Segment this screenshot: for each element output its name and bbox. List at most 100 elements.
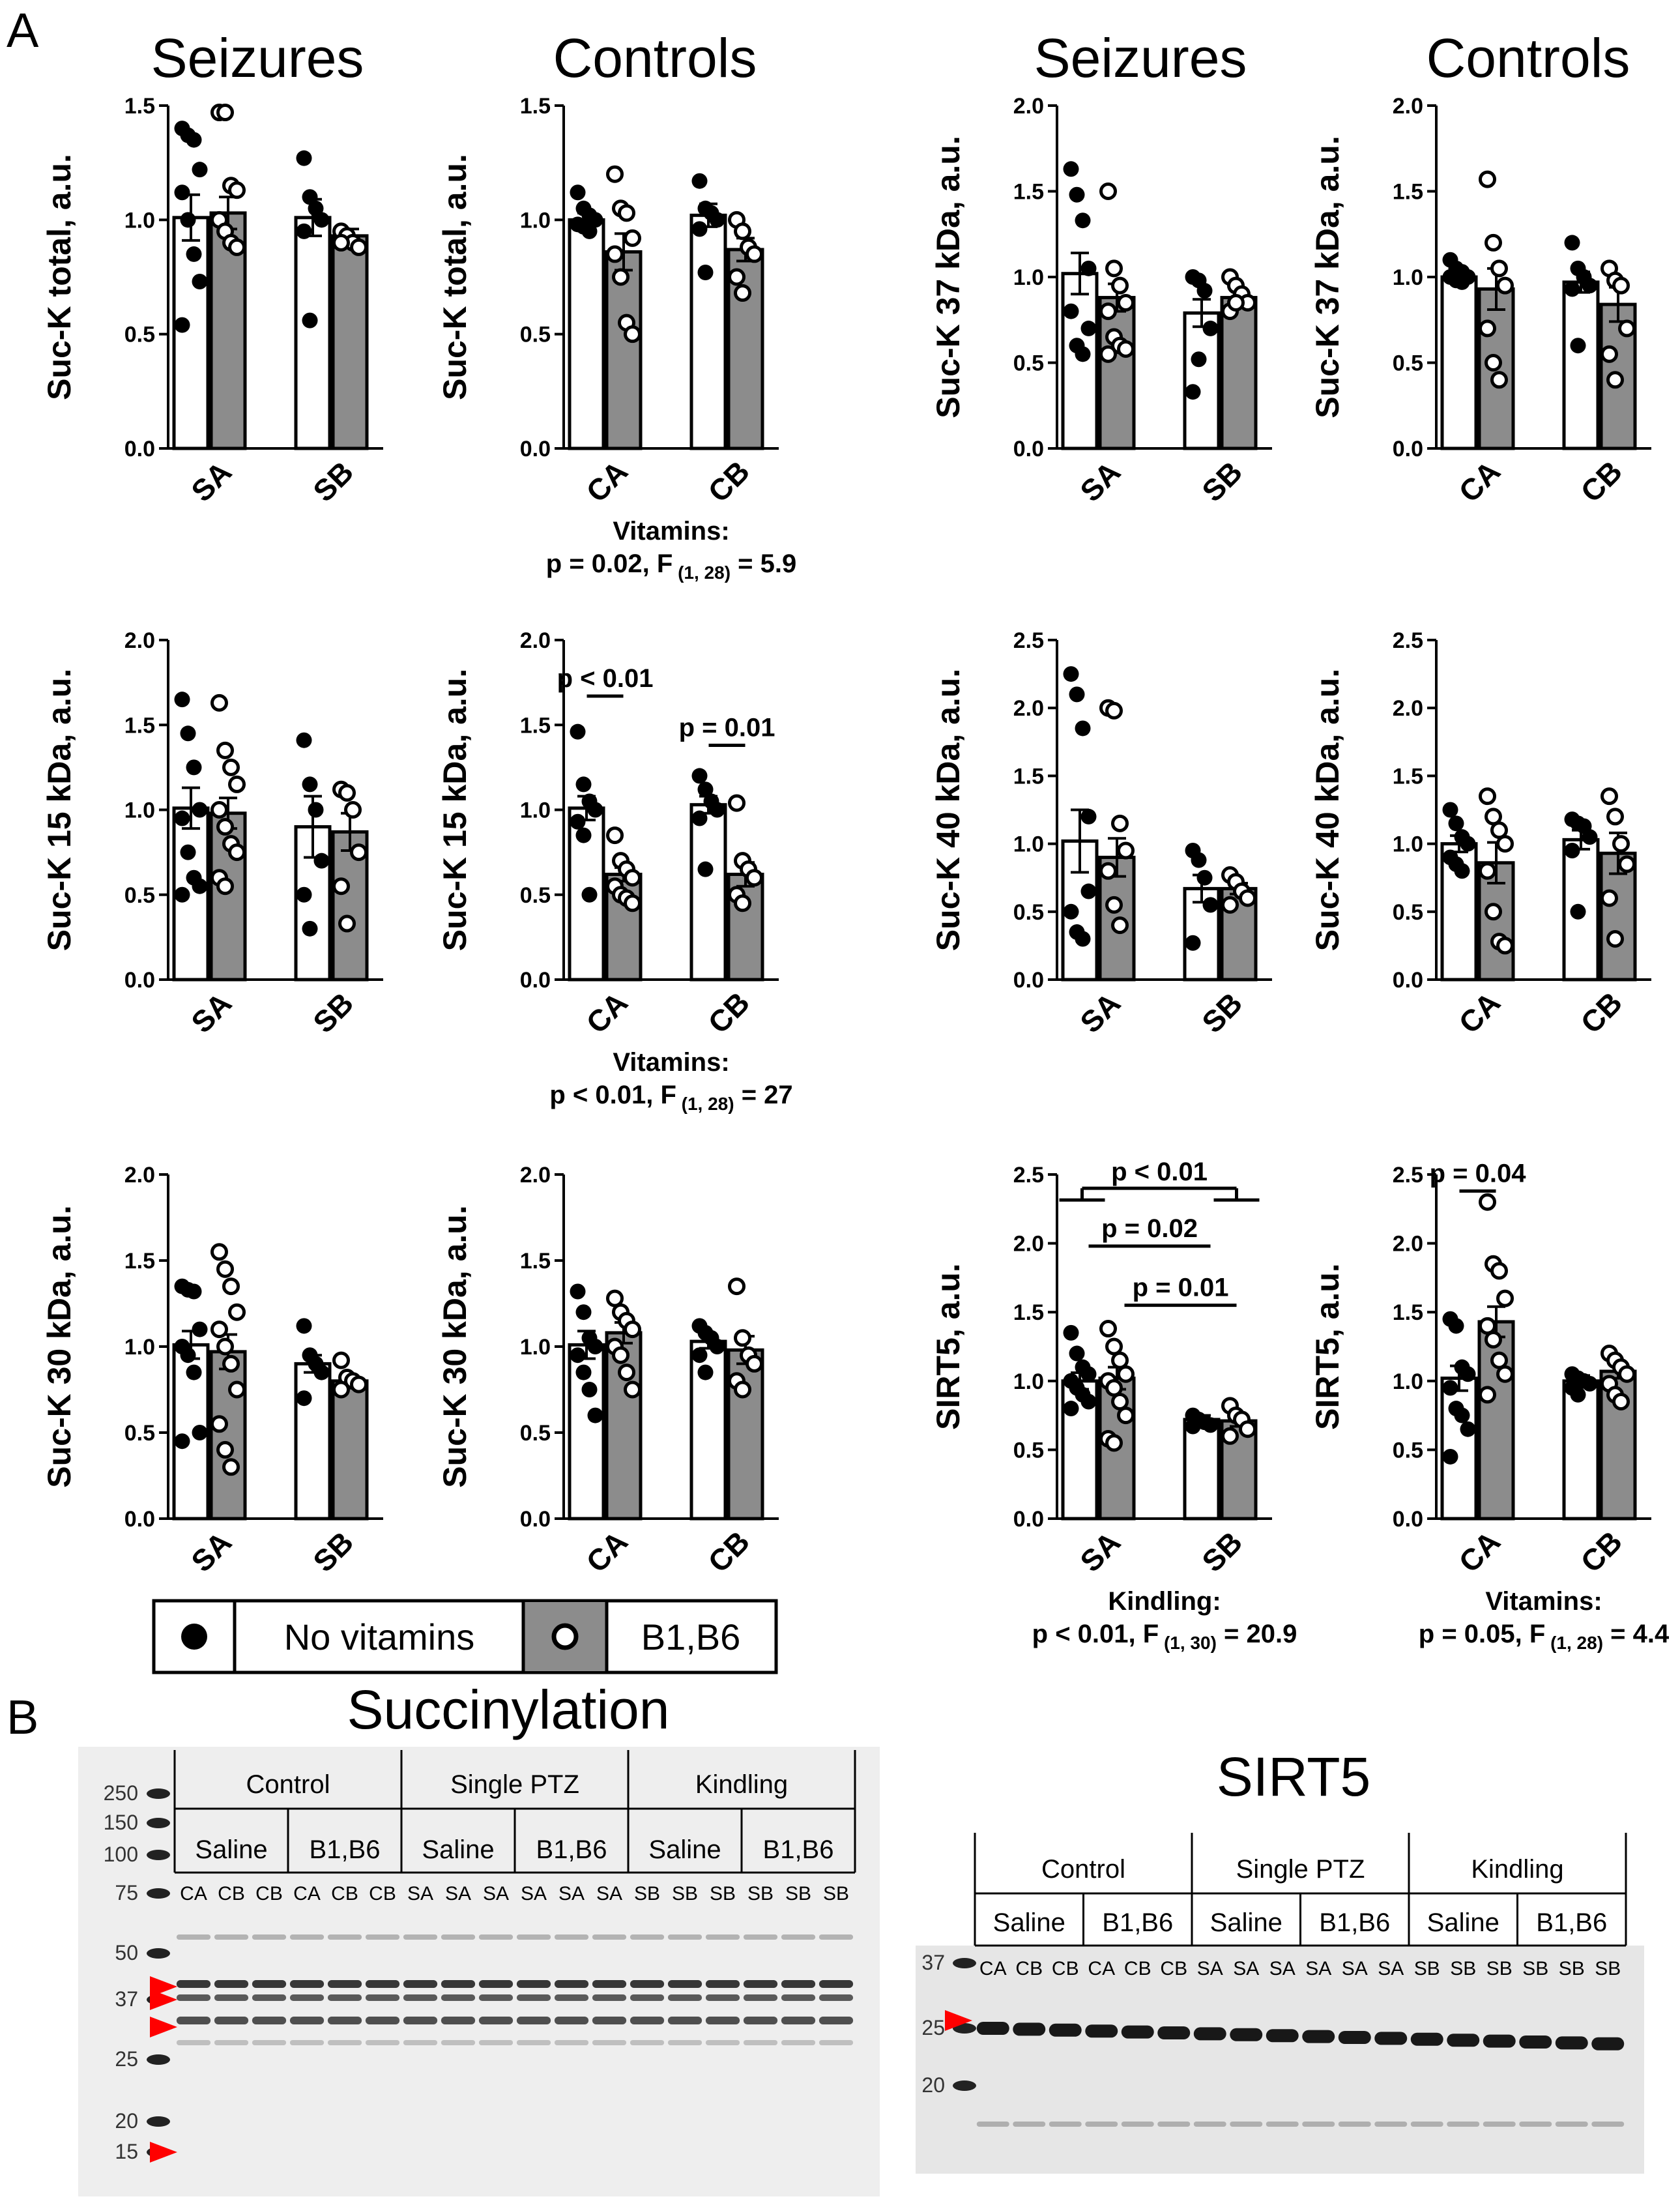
data-point xyxy=(1612,835,1630,853)
data-point xyxy=(216,1260,234,1278)
data-point xyxy=(1442,802,1458,818)
protein-band xyxy=(705,1980,740,1988)
protein-band xyxy=(781,1994,816,2001)
data-point xyxy=(1202,1417,1219,1433)
data-point xyxy=(192,1425,208,1440)
protein-band xyxy=(1266,2122,1299,2127)
x-category-label: CB xyxy=(701,1525,756,1579)
data-point xyxy=(624,1380,641,1399)
y-tick-label: 1.5 xyxy=(1013,1300,1044,1325)
bar xyxy=(1098,296,1136,450)
data-point xyxy=(174,886,190,903)
protein-band xyxy=(1591,2037,1625,2050)
protein-band xyxy=(289,2040,325,2045)
data-point xyxy=(581,1382,598,1397)
y-axis-label: Suc-K 40 kDa, a.u. xyxy=(930,669,966,952)
blot-lane-label: SB xyxy=(1595,1958,1621,1979)
y-axis-label: Suc-K 30 kDa, a.u. xyxy=(437,1205,473,1488)
data-point xyxy=(746,869,763,887)
data-point xyxy=(210,1243,228,1261)
blot-lane-label: CB xyxy=(255,1883,283,1904)
blot-subgroup-label: B1,B6 xyxy=(536,1835,607,1864)
data-point xyxy=(1479,1386,1496,1404)
blot-lane-label: SB xyxy=(1486,1958,1513,1979)
data-point xyxy=(186,246,202,262)
protein-band xyxy=(1555,2122,1588,2127)
bar xyxy=(1440,842,1478,982)
data-point xyxy=(606,1289,624,1307)
data-point xyxy=(222,1277,240,1296)
data-point xyxy=(1612,276,1630,295)
protein-band xyxy=(289,1994,325,2001)
y-axis-label: SIRT5, a.u. xyxy=(930,1263,966,1430)
protein-band xyxy=(176,1994,211,2001)
y-tick-label: 0.5 xyxy=(1393,900,1423,925)
y-axis-label: Suc-K 30 kDa, a.u. xyxy=(41,1205,78,1488)
y-tick-label: 2.0 xyxy=(1013,696,1044,721)
data-point xyxy=(192,274,208,290)
blot-group-label: Single PTZ xyxy=(450,1770,579,1799)
protein-band xyxy=(214,2017,249,2024)
data-point xyxy=(1105,1434,1123,1452)
data-point xyxy=(1460,1366,1476,1382)
x-category-label: CA xyxy=(579,1525,634,1579)
data-point xyxy=(581,223,598,239)
data-point xyxy=(1196,283,1213,299)
data-point xyxy=(350,1375,368,1393)
x-category-label: SA xyxy=(184,455,238,508)
bar xyxy=(568,218,605,450)
sirt5-bands xyxy=(953,1958,1625,2127)
protein-band xyxy=(1483,2034,1516,2048)
y-tick-label: 1.5 xyxy=(520,1249,551,1274)
x-category-label: CB xyxy=(1574,985,1629,1040)
data-point xyxy=(180,725,196,742)
protein-band xyxy=(818,1994,854,2001)
y-tick-label: 1.5 xyxy=(1393,764,1423,789)
column-title-seizures-1: Seizures xyxy=(151,27,364,89)
blot-lane-label: SA xyxy=(1197,1958,1223,1979)
ladder-marker-label: 100 xyxy=(104,1843,138,1866)
data-point xyxy=(1600,345,1618,363)
data-point xyxy=(1105,259,1123,278)
blot-lane-label: SA xyxy=(1342,1958,1368,1979)
blot-lane-label: SB xyxy=(785,1883,811,1904)
data-point xyxy=(1111,276,1129,295)
caption-text: p = 0.05, F xyxy=(1419,1620,1546,1648)
data-point xyxy=(1069,1345,1085,1362)
data-point xyxy=(222,758,240,776)
chart-c9: 0.0 0.5 1.0 1.5 2.0 Suc-K 30 kDa, a.u. SA SB xyxy=(41,1163,383,1579)
y-tick-label: 0.0 xyxy=(1013,1507,1044,1532)
ladder-band xyxy=(147,1850,170,1860)
protein-band xyxy=(176,2017,211,2024)
data-point xyxy=(1484,1330,1502,1349)
x-category-label: SA xyxy=(1073,455,1127,508)
data-point xyxy=(228,238,246,256)
chart-c5: 0.0 0.5 1.0 1.5 2.0 Suc-K 15 kDa, a.u. SA SB xyxy=(41,628,383,1040)
data-point xyxy=(1479,319,1496,338)
protein-band xyxy=(1049,2122,1082,2127)
x-category-label: SB xyxy=(1195,455,1249,508)
data-point xyxy=(192,162,208,178)
data-point xyxy=(1075,346,1091,362)
data-point xyxy=(1111,814,1129,832)
x-category-label: CB xyxy=(1574,454,1629,509)
protein-band xyxy=(176,2040,211,2045)
protein-band xyxy=(592,1980,627,1988)
data-point xyxy=(222,1458,240,1476)
protein-band xyxy=(1447,2034,1480,2047)
caption-tail: = 20.9 xyxy=(1217,1620,1297,1648)
y-tick-label: 1.0 xyxy=(124,798,155,823)
protein-band xyxy=(1302,2122,1335,2127)
y-tick-label: 1.5 xyxy=(1013,180,1044,205)
blot-lane-label: SA xyxy=(445,1883,471,1904)
caption-text: p = 0.02, F xyxy=(546,549,673,578)
blot-lane-label: SA xyxy=(596,1883,622,1904)
protein-band xyxy=(516,2040,551,2045)
protein-band xyxy=(1266,2029,1299,2043)
blot-title-succinylation: Succinylation xyxy=(347,1679,670,1740)
y-tick-label: 2.0 xyxy=(1393,94,1423,119)
y-axis-label: SIRT5, a.u. xyxy=(1309,1263,1346,1430)
data-point xyxy=(746,245,763,263)
y-tick-label: 0.5 xyxy=(520,1421,551,1446)
data-point xyxy=(1075,212,1091,229)
